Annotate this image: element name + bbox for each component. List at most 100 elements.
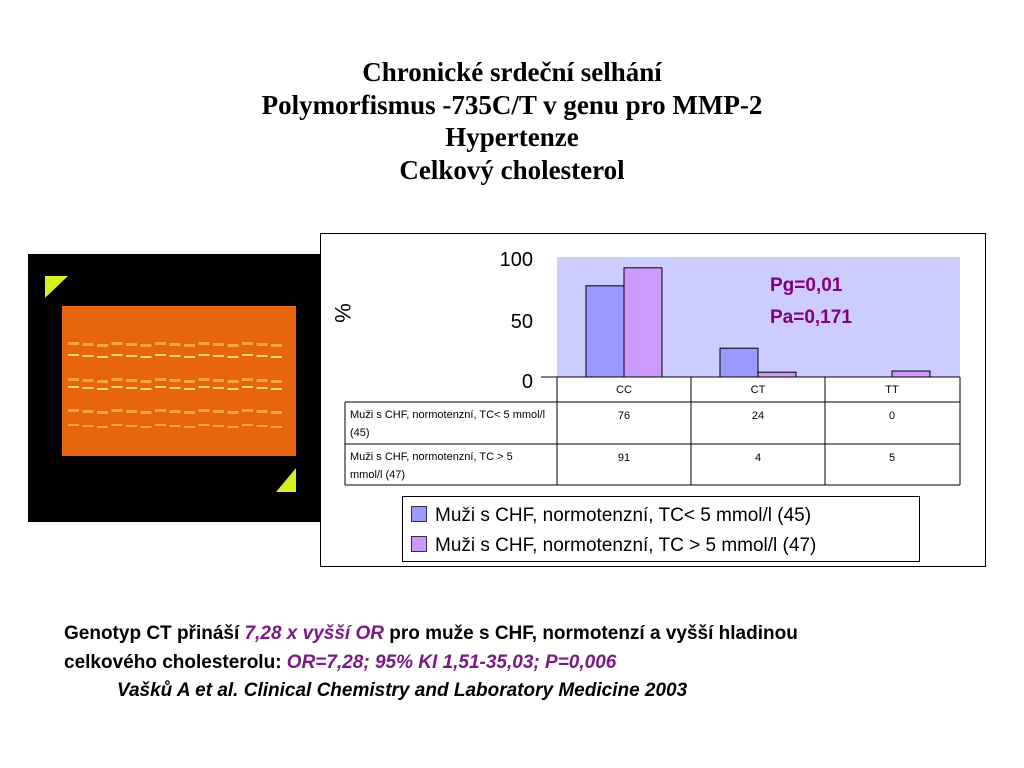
gel-band [242, 378, 253, 381]
gel-band [82, 410, 94, 413]
bar-TT-series-2 [891, 370, 931, 378]
annotation-pa: Pa=0,171 [770, 307, 852, 328]
gel-band [111, 354, 123, 356]
gel-band [140, 356, 152, 358]
gel-band [213, 410, 224, 413]
gel-band [97, 411, 108, 414]
gel-band [97, 344, 108, 347]
gel-band [97, 380, 108, 383]
y-axis-label: % [329, 303, 355, 323]
gel-band [227, 380, 239, 383]
gel-band [198, 424, 210, 426]
title-line-4: Celkový cholesterol [399, 154, 625, 185]
gel-band [271, 344, 282, 347]
gel-band [242, 342, 253, 345]
gel-band [169, 410, 181, 413]
legend-swatch [411, 505, 427, 522]
y-tick-label: 0 [522, 371, 533, 393]
chart-legend: Muži s CHF, normotenzní, TC< 5 mmol/l (4… [402, 496, 920, 562]
table-cell-value: 5 [889, 452, 895, 464]
gel-band [68, 378, 79, 381]
gel-band [242, 386, 253, 388]
gel-band [68, 354, 79, 356]
gel-electrophoresis-image [28, 254, 335, 522]
gel-band [126, 410, 137, 413]
gel-band [256, 379, 268, 382]
bar-CC-series-2 [623, 267, 663, 378]
gel-band [140, 380, 152, 383]
legend-item: Muži s CHF, normotenzní, TC< 5 mmol/l (4… [411, 505, 811, 527]
table-column-header: CC [616, 384, 632, 396]
gel-band [82, 425, 94, 427]
gel-band [82, 355, 94, 357]
bar-CT-series-1 [719, 347, 759, 378]
gel-band [198, 378, 210, 381]
gel-band [256, 355, 268, 357]
gel-band [271, 411, 282, 414]
table-cell-value: 91 [618, 452, 630, 464]
gel-band [213, 425, 224, 427]
gel-band [184, 388, 195, 390]
reference-citation: Vašků A et al. Clinical Chemistry and La… [117, 680, 688, 701]
gel-band [68, 409, 79, 412]
corner-marker-icon [45, 276, 68, 298]
gel-band [271, 426, 282, 428]
gel-band [256, 387, 268, 389]
gel-band [184, 356, 195, 358]
gel-band [126, 387, 137, 389]
gel-band [169, 343, 181, 346]
gel-band [271, 380, 282, 383]
gel-band [184, 411, 195, 414]
gel-band [227, 388, 239, 390]
gel-band [126, 355, 137, 357]
conclusion-part: Genotyp CT přináší [64, 623, 245, 644]
gel-band [140, 344, 152, 347]
gel-band [256, 343, 268, 346]
y-tick-label: 100 [500, 249, 533, 271]
gel-band [97, 388, 108, 390]
gel-band [213, 387, 224, 389]
legend-item: Muži s CHF, normotenzní, TC > 5 mmol/l (… [411, 535, 816, 557]
slide-title: Chronické srdeční selhání Polymorfismus … [0, 56, 1024, 186]
gel-band [271, 356, 282, 358]
gel-band [169, 425, 181, 427]
gel-band [155, 342, 166, 345]
gel-band [82, 379, 94, 382]
gel-band [155, 424, 166, 426]
table-row-label: (45) [350, 427, 370, 439]
table-column-header: TT [885, 384, 899, 396]
conclusion-part: celkového cholesterolu [64, 652, 276, 673]
table-row-label: Muži s CHF, normotenzní, TC > 5 [350, 451, 513, 463]
gel-band [169, 387, 181, 389]
data-table-grid [344, 377, 961, 486]
gel-band [111, 386, 123, 388]
y-tick-label: 50 [511, 311, 533, 333]
gel-band [213, 355, 224, 357]
gel-band [213, 343, 224, 346]
bar-CC-series-1 [585, 285, 625, 378]
gel-band [271, 388, 282, 390]
bar-CT-series-2 [757, 371, 797, 378]
gel-band [140, 426, 152, 428]
gel-band [82, 343, 94, 346]
gel-band [169, 355, 181, 357]
gel-band [256, 410, 268, 413]
gel-band [111, 342, 123, 345]
gel-band [184, 380, 195, 383]
corner-marker-icon [276, 468, 296, 492]
gel-band [242, 409, 253, 412]
gel-band [140, 411, 152, 414]
gel-band [213, 379, 224, 382]
gel-band [198, 342, 210, 345]
gel-band [140, 388, 152, 390]
gel-band [126, 343, 137, 346]
gel-band [68, 342, 79, 345]
gel-band [155, 386, 166, 388]
gel-band [111, 424, 123, 426]
gel-band [184, 344, 195, 347]
conclusion-text: Genotyp CT přináší 7,28 x vyšší OR pro m… [64, 619, 798, 677]
gel-band [155, 354, 166, 356]
legend-label: Muži s CHF, normotenzní, TC< 5 mmol/l (4… [435, 505, 812, 526]
title-line-2: Polymorfismus -735C/T v genu pro MMP-2 [261, 89, 763, 120]
